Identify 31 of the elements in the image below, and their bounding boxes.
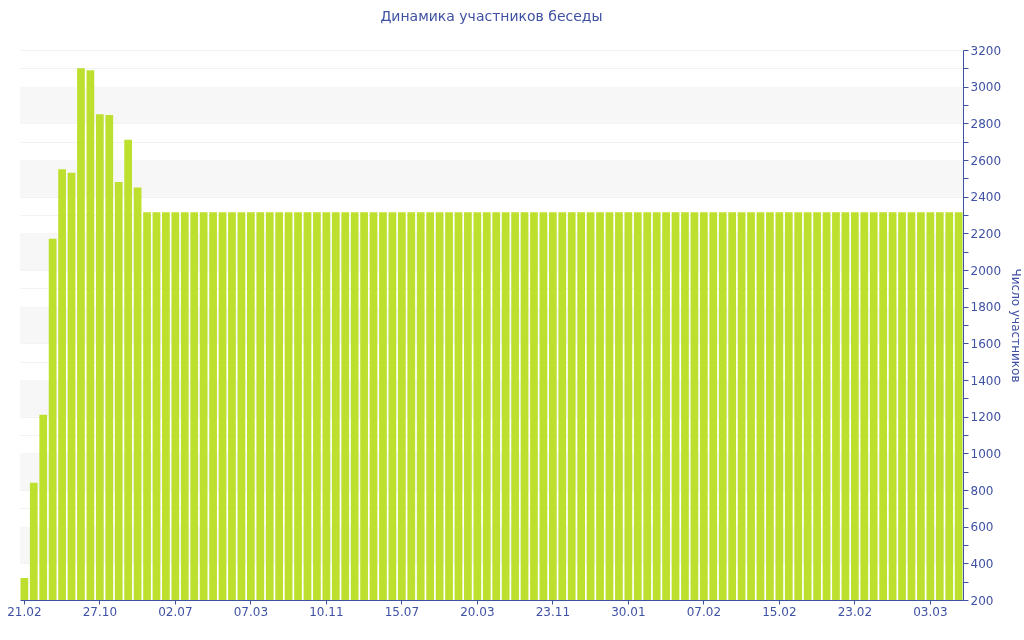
x-tick-label: 07.02 xyxy=(686,604,722,619)
y-tick-label: 1200 xyxy=(970,410,1002,425)
y-tick-label: 2200 xyxy=(970,226,1002,241)
y-axis-title: Число участников xyxy=(1009,268,1024,383)
x-tick-label: 03.03 xyxy=(913,604,948,619)
x-tick-label: 23.02 xyxy=(837,604,873,619)
y-tick-label: 600 xyxy=(970,520,994,535)
x-tick-label: 23.11 xyxy=(535,604,571,619)
y-tick-label: 400 xyxy=(970,556,994,571)
y-tick-label: 1400 xyxy=(970,373,1002,388)
x-tick-label: 30.01 xyxy=(611,604,646,619)
y-tick-label: 3000 xyxy=(970,80,1002,95)
y-tick-label: 2600 xyxy=(970,153,1002,168)
y-tick-label: 2800 xyxy=(970,116,1002,131)
x-tick-label: 15.02 xyxy=(762,604,797,619)
y-tick-label: 2000 xyxy=(970,263,1002,278)
x-tick-label: 10.11 xyxy=(309,604,344,619)
y-tick-label: 1800 xyxy=(970,300,1002,315)
chart-title: Динамика участников беседы xyxy=(380,8,603,24)
x-tick-label: 27.10 xyxy=(82,604,118,619)
x-tick-label: 20.03 xyxy=(460,604,495,619)
x-tick-label: 07.03 xyxy=(233,604,269,619)
y-tick-label: 200 xyxy=(970,593,994,608)
x-tick-label: 21.02 xyxy=(7,604,42,619)
y-tick-label: 800 xyxy=(970,483,994,498)
y-tick-label: 1000 xyxy=(970,446,1002,461)
y-tick-label: 1600 xyxy=(970,336,1002,351)
y-tick-label: 3200 xyxy=(970,43,1002,58)
x-tick-label: 02.07 xyxy=(158,604,193,619)
x-tick-label: 15.07 xyxy=(384,604,420,619)
y-tick-label: 2400 xyxy=(970,190,1002,205)
